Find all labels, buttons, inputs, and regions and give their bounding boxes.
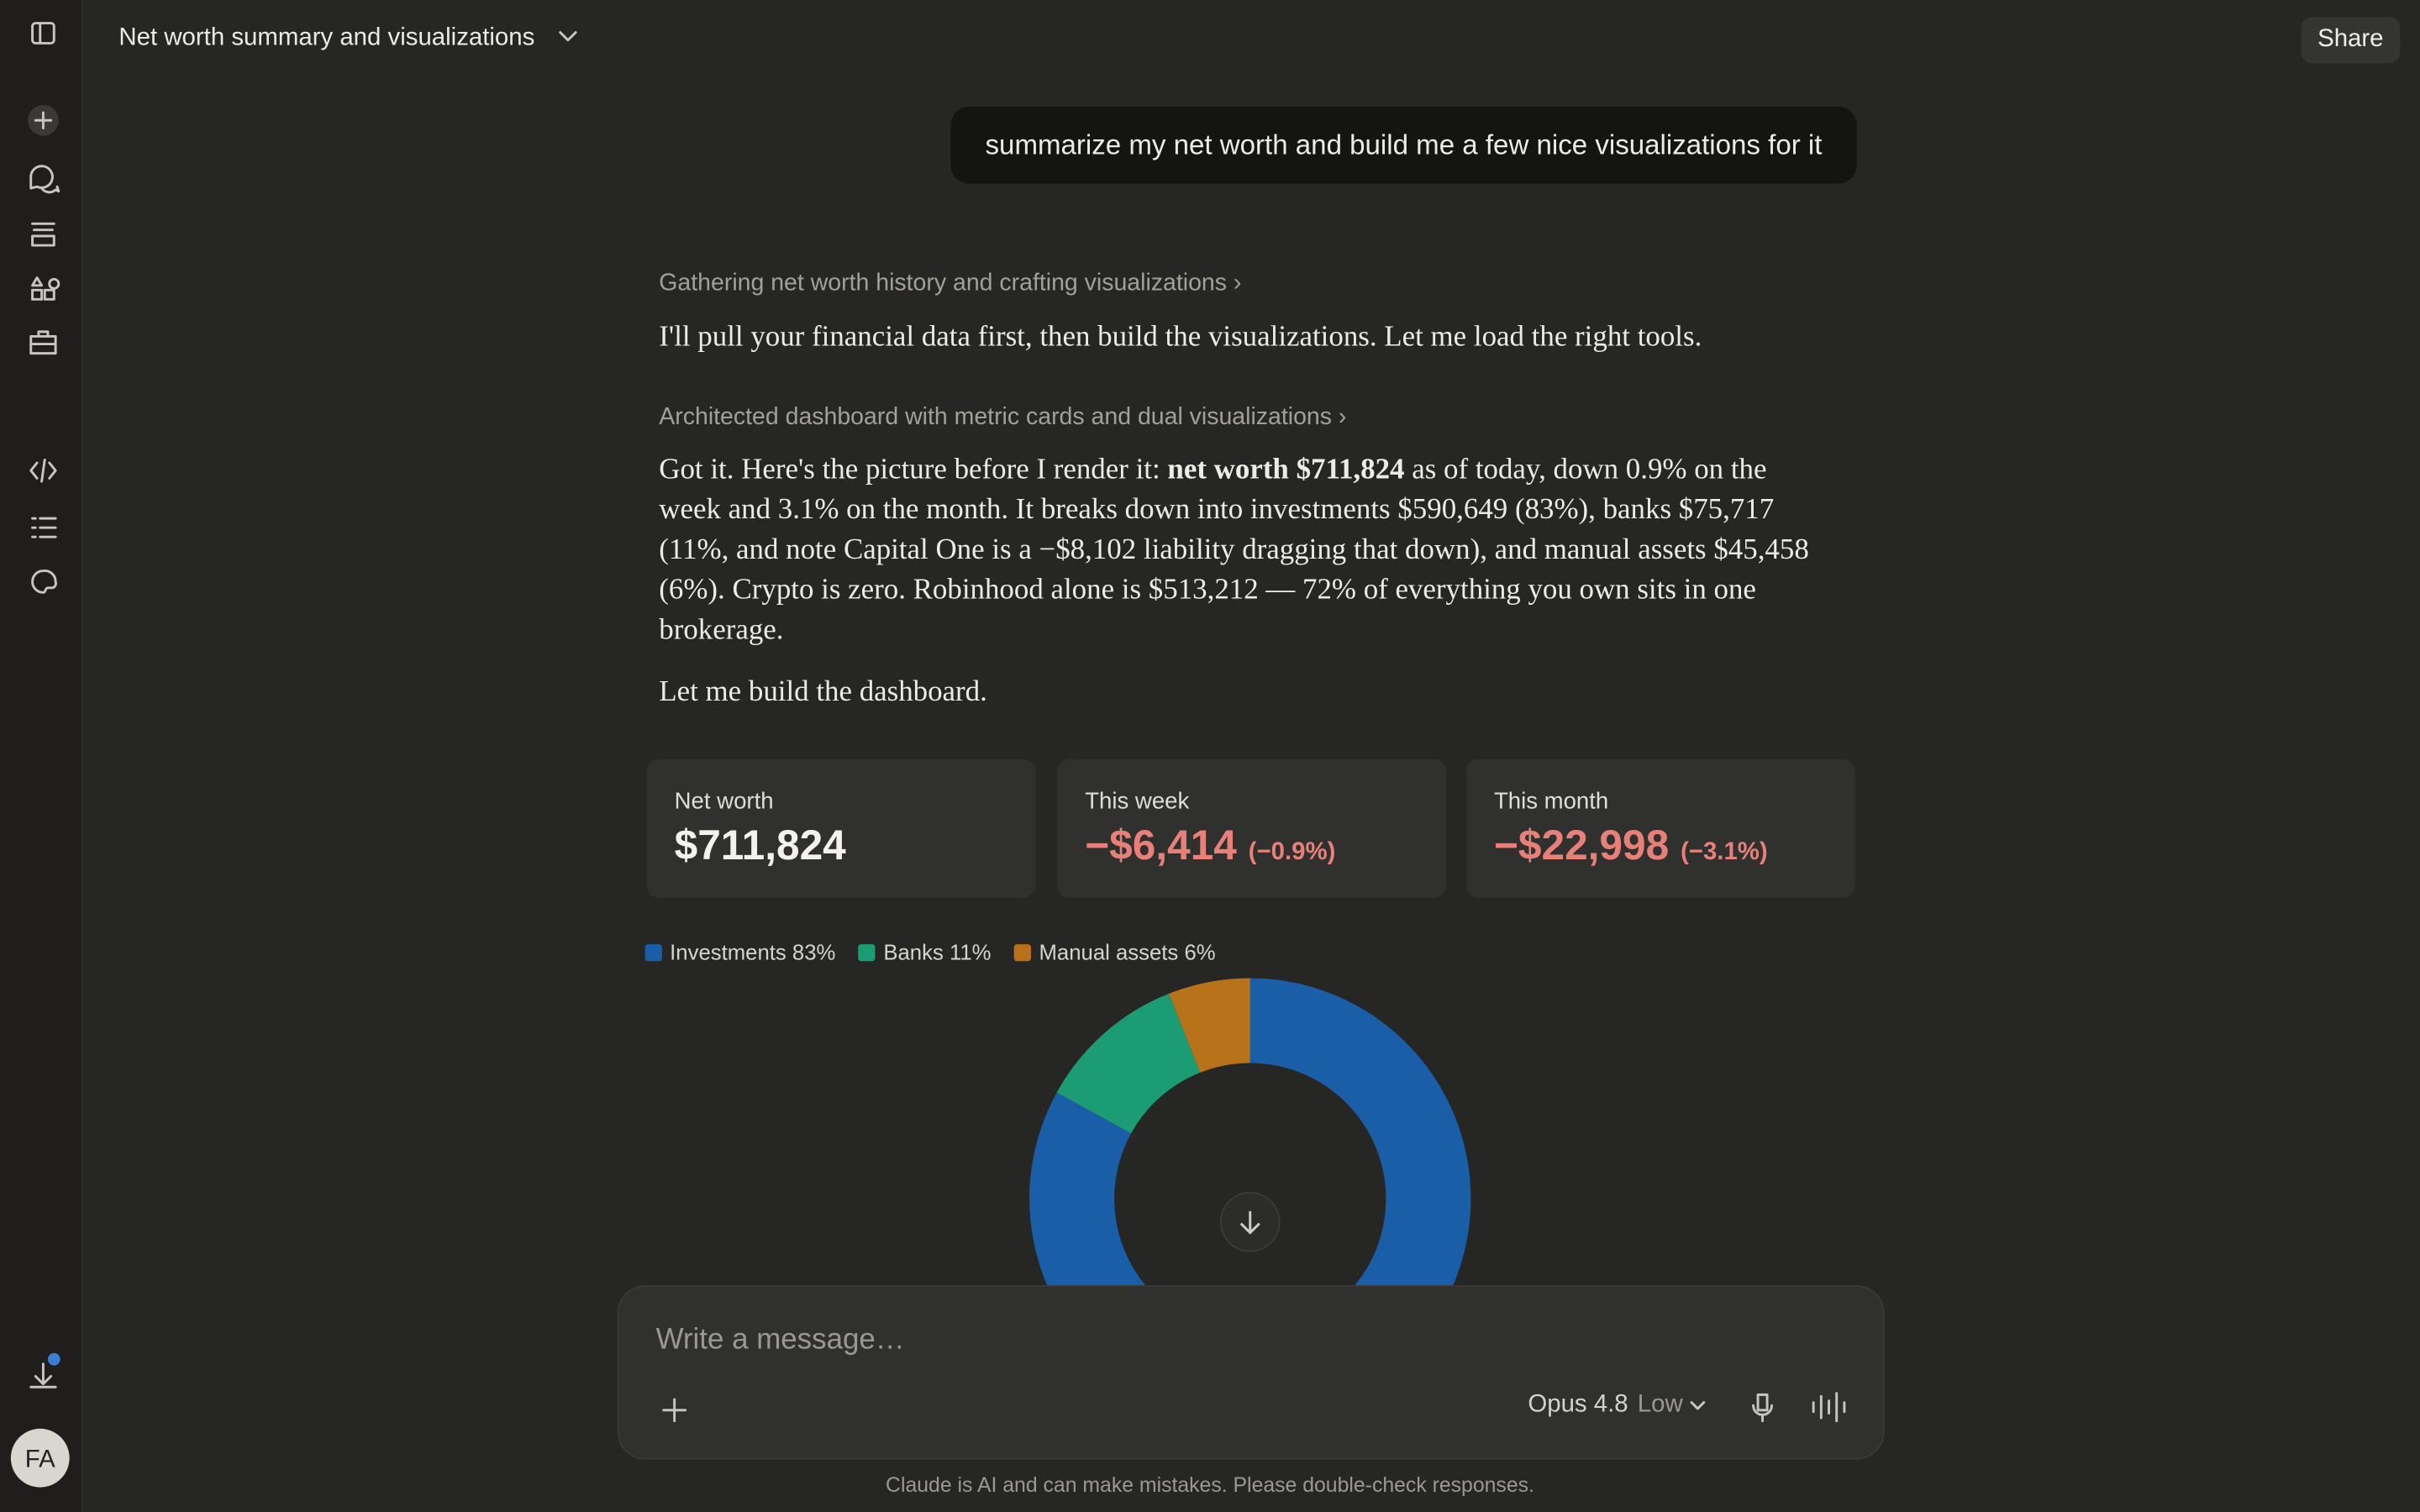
title-text: Net worth summary and visualizations <box>118 24 535 51</box>
card-value: −$6,414 <box>1085 822 1237 869</box>
card-label: This week <box>1085 788 1190 815</box>
donut-segment <box>1056 993 1201 1134</box>
thinking-summary[interactable]: Architected dashboard with metric cards … <box>659 404 1347 431</box>
code[interactable] <box>29 458 57 483</box>
chat-title[interactable]: Net worth summary and visualizations <box>118 24 578 52</box>
legend-item: Investments 83% <box>644 939 836 964</box>
assistant-paragraph: Got it. Here's the picture before I rend… <box>659 450 1832 651</box>
customize[interactable] <box>31 570 57 594</box>
metric-card: Net worth $711,824 <box>646 759 1036 898</box>
card-value: $711,824 <box>674 822 846 869</box>
assistant-paragraph: Let me build the dashboard. <box>659 675 987 709</box>
chevron <box>1690 1401 1705 1410</box>
user-message: summarize my net worth and build me a fe… <box>950 106 1857 184</box>
mic-button[interactable] <box>1747 1390 1778 1424</box>
badge <box>47 1352 60 1366</box>
voice-button[interactable] <box>1810 1390 1850 1424</box>
attach-button[interactable] <box>659 1394 690 1425</box>
text: as of today, down 0.9% on the week and 3… <box>659 453 1809 647</box>
model-selector[interactable]: Opus 4.8 <box>1528 1391 1628 1418</box>
thinking-text: Gathering net worth history and crafting… <box>659 270 1227 297</box>
bold-text: net worth $711,824 <box>1167 453 1405 486</box>
sidebar: FA <box>0 0 84 1512</box>
artifacts[interactable] <box>31 276 60 301</box>
text: Got it. Here's the picture before I rend… <box>659 453 1168 486</box>
legend-value: 83% <box>792 939 836 964</box>
legend-swatch <box>644 944 662 962</box>
effort-text: Low <box>1637 1391 1683 1418</box>
legend-item: Manual assets 6% <box>1014 940 1216 964</box>
legend-swatch <box>1014 944 1032 962</box>
thinking-summary[interactable]: Gathering net worth history and crafting… <box>659 270 1242 297</box>
message-input[interactable]: Write a message… <box>655 1323 905 1357</box>
card-change: (−3.1%) <box>1680 839 1768 866</box>
thinking-text: Architected dashboard with metric cards … <box>659 404 1333 431</box>
card-value-group: −$6,414 (−0.9%) <box>1085 822 1335 870</box>
effort-selector[interactable]: Low <box>1638 1392 1705 1420</box>
legend-label: Banks <box>883 939 944 964</box>
chats[interactable] <box>29 165 60 194</box>
card-change: (−0.9%) <box>1248 839 1336 866</box>
card-label: Net worth <box>674 788 774 815</box>
assistant-paragraph: I'll pull your financial data first, the… <box>659 321 1702 354</box>
legend-label: Manual assets <box>1039 939 1179 964</box>
metric-card: This month −$22,998 (−3.1%) <box>1465 759 1855 898</box>
downloads[interactable] <box>29 1362 57 1389</box>
arrow-icon <box>1239 1210 1260 1235</box>
legend-label: Investments <box>670 939 786 964</box>
legend-item: Banks 11% <box>858 939 992 964</box>
avatar-initials: FA <box>25 1446 55 1473</box>
tools[interactable] <box>29 330 57 355</box>
sidebar-icons: FA <box>10 22 70 1488</box>
avatar[interactable] <box>10 1428 70 1488</box>
donut-segment <box>1169 978 1250 1073</box>
projects[interactable] <box>31 222 55 247</box>
toggle-sidebar[interactable] <box>31 22 55 45</box>
composer: Write a message… Opus 4.8 Low <box>617 1284 1885 1460</box>
card-value-group: −$22,998 (−3.1%) <box>1494 822 1768 870</box>
legend: Investments 83% Banks 11% Manual assets 6% <box>644 939 1216 964</box>
legend-swatch <box>858 944 876 962</box>
card-value: −$22,998 <box>1493 822 1670 869</box>
legend-value: 6% <box>1184 939 1216 964</box>
tasks[interactable] <box>31 517 57 538</box>
share-button[interactable]: Share <box>2301 17 2401 64</box>
disclaimer: Claude is AI and can make mistakes. Plea… <box>886 1473 1534 1497</box>
legend-value: 11% <box>949 939 992 964</box>
card-label: This month <box>1493 788 1609 815</box>
metric-card: This week −$6,414 (−0.9%) <box>1057 759 1447 898</box>
chevron <box>559 31 577 42</box>
